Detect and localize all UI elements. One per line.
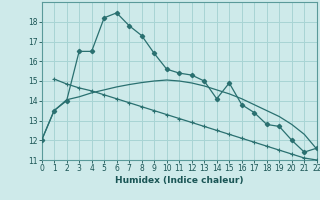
X-axis label: Humidex (Indice chaleur): Humidex (Indice chaleur) xyxy=(115,176,244,185)
